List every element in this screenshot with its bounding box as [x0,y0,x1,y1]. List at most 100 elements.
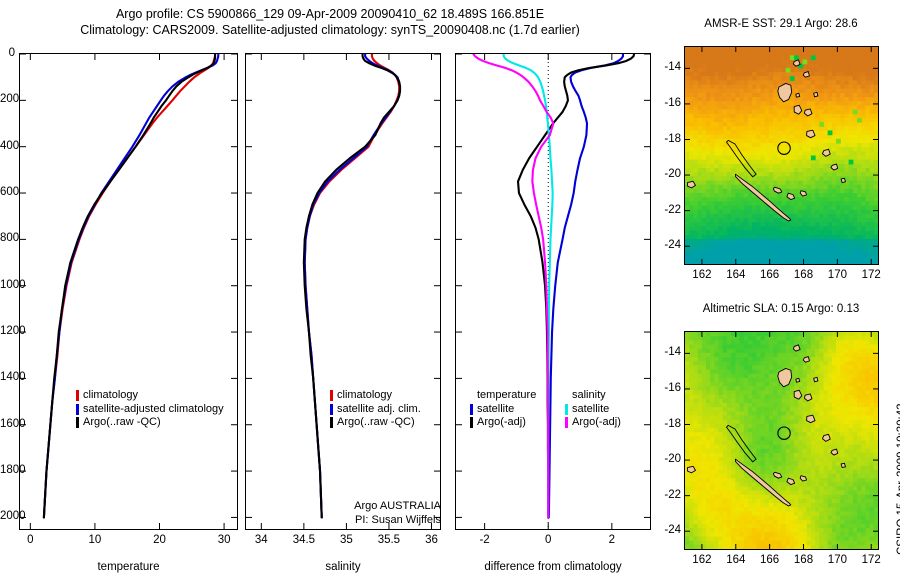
map-lon-tick-label: 170 [827,269,847,281]
x-tick-label: 35.5 [377,534,401,546]
sla-map [684,331,879,550]
legend-label: satellite [572,402,610,415]
legend-label: climatology [83,389,139,401]
y-tick-label: 400 [0,139,20,152]
y-tick-label: 1600 [0,417,26,430]
map-lat-tick-label: -20 [664,453,681,466]
legend-label: Argo(..raw -QC) [337,416,415,428]
y-tick-label: 0 [8,47,15,59]
x-tick-label: 35 [339,534,353,546]
figure-title: Argo profile: CS 5900866_129 09-Apr-2009… [0,6,660,38]
difference-panel [455,53,651,530]
map-lat-tick-label: -20 [664,168,681,181]
x-tick-label: 34 [254,534,268,546]
legend-color-swatch [470,417,473,429]
map-lon-tick-label: 170 [827,554,847,566]
map-lon-tick-label: 164 [726,554,746,566]
x-tick-label: -2 [479,534,490,546]
legend-label: satellite [477,402,515,415]
y-tick-label: 2000 [0,510,26,523]
map-lat-tick-label: -22 [664,488,681,501]
legend-color-swatch [76,390,79,402]
difference-temperature-legend-item: Argo(-adj) [470,416,536,430]
sla-map-canvas [685,332,878,549]
y-tick-label: 600 [0,186,20,198]
map-lat-tick-label: -18 [664,132,681,145]
y-tick-label: 1800 [0,464,26,477]
y-tick-label: 1200 [0,325,26,337]
difference-legend-temperature: temperature satellite Argo(-adj) [470,389,536,430]
map-lat-tick-label: -14 [664,61,681,74]
legend-label: Argo(-adj) [477,416,526,428]
legend-color-swatch [565,417,568,429]
map-lat-tick-label: -24 [664,239,681,252]
title-line-1: Argo profile: CS 5900866_129 09-Apr-2009… [115,7,545,21]
map-lat-tick-label: -16 [664,381,681,394]
y-tick-label: 1000 [0,278,26,291]
salinity-legend-item: satellite adj. clim. [330,403,421,417]
map-lat-tick-label: -24 [664,524,681,537]
x-tick-label: 10 [88,534,102,546]
difference-salinity-legend-title: salinity [572,389,606,401]
map-lon-tick-label: 166 [760,269,780,281]
csiro-timestamp: CSIRO 15-Apr-2009 10:30:42 [896,403,900,555]
sst-map [684,46,879,265]
temperature-axis-label: temperature [97,561,160,573]
map-lon-tick-label: 168 [793,269,814,281]
temperature-legend-item: satellite-adjusted climatology [76,403,224,417]
map-lat-tick-label: -22 [664,203,681,216]
legend-color-swatch [470,403,473,415]
legend-color-swatch [330,417,333,429]
map-lon-tick-label: 162 [692,269,712,281]
y-tick-label: 800 [0,232,20,245]
x-tick-label: 20 [153,534,166,546]
salinity-axis-label: salinity [325,561,361,573]
map-lat-tick-label: -18 [664,417,681,430]
legend-label: satellite adj. clim. [337,402,421,415]
sla-map-title: Altimetric SLA: 0.15 Argo: 0.13 [702,303,860,315]
difference-axis-label: difference from climatology [484,561,622,573]
map-lon-tick-label: 164 [726,269,746,281]
temperature-panel [19,53,238,530]
difference-salinity-legend-item: satellite [565,403,621,417]
difference-temperature-legend-item: satellite [470,403,536,417]
map-lon-tick-label: 172 [861,554,881,566]
x-tick-label: 34.5 [292,534,316,546]
legend-color-swatch [76,417,79,429]
legend-color-swatch [330,390,333,402]
difference-legend-salinity: salinity satellite Argo(-adj) [565,389,621,430]
credit-pi: PI: Susan Wijffels [355,513,441,526]
temperature-plot [20,54,237,529]
legend-label: satellite-adjusted climatology [83,402,224,415]
sst-map-canvas [685,47,878,264]
sst-map-title: AMSR-E SST: 29.1 Argo: 28.6 [704,18,858,30]
difference-salinity-legend-item: Argo(-adj) [565,416,621,430]
credit-block: Argo AUSTRALIA PI: Susan Wijffels [241,500,441,527]
difference-plot [456,54,650,529]
x-tick-label: 0 [27,534,34,546]
title-line-2: Climatology: CARS2009. Satellite-adjuste… [80,23,580,37]
x-tick-label: 30 [217,534,231,546]
x-tick-label: 36 [425,534,438,546]
salinity-panel [245,53,441,530]
temperature-legend-item: climatology [76,389,224,403]
x-tick-label: 0 [544,534,552,546]
map-lon-tick-label: 168 [793,554,814,566]
map-lat-tick-label: -14 [664,346,681,359]
map-lon-tick-label: 172 [861,269,881,281]
temperature-legend-item: Argo(..raw -QC) [76,416,224,430]
salinity-legend: climatology satellite adj. clim. Argo(..ra… [330,389,421,430]
salinity-legend-item: Argo(..raw -QC) [330,416,421,430]
x-tick-label: 2 [608,534,615,546]
map-lat-tick-label: -16 [664,96,681,109]
legend-label: Argo(-adj) [572,416,621,428]
salinity-plot [246,54,440,529]
y-tick-label: 1400 [0,371,26,384]
legend-label: climatology [337,389,393,401]
map-lon-tick-label: 162 [692,554,712,566]
y-tick-label: 200 [0,93,20,106]
temperature-legend: climatology satellite-adjusted climatolog… [76,389,224,430]
legend-color-swatch [330,403,333,415]
legend-label: Argo(..raw -QC) [83,416,161,428]
